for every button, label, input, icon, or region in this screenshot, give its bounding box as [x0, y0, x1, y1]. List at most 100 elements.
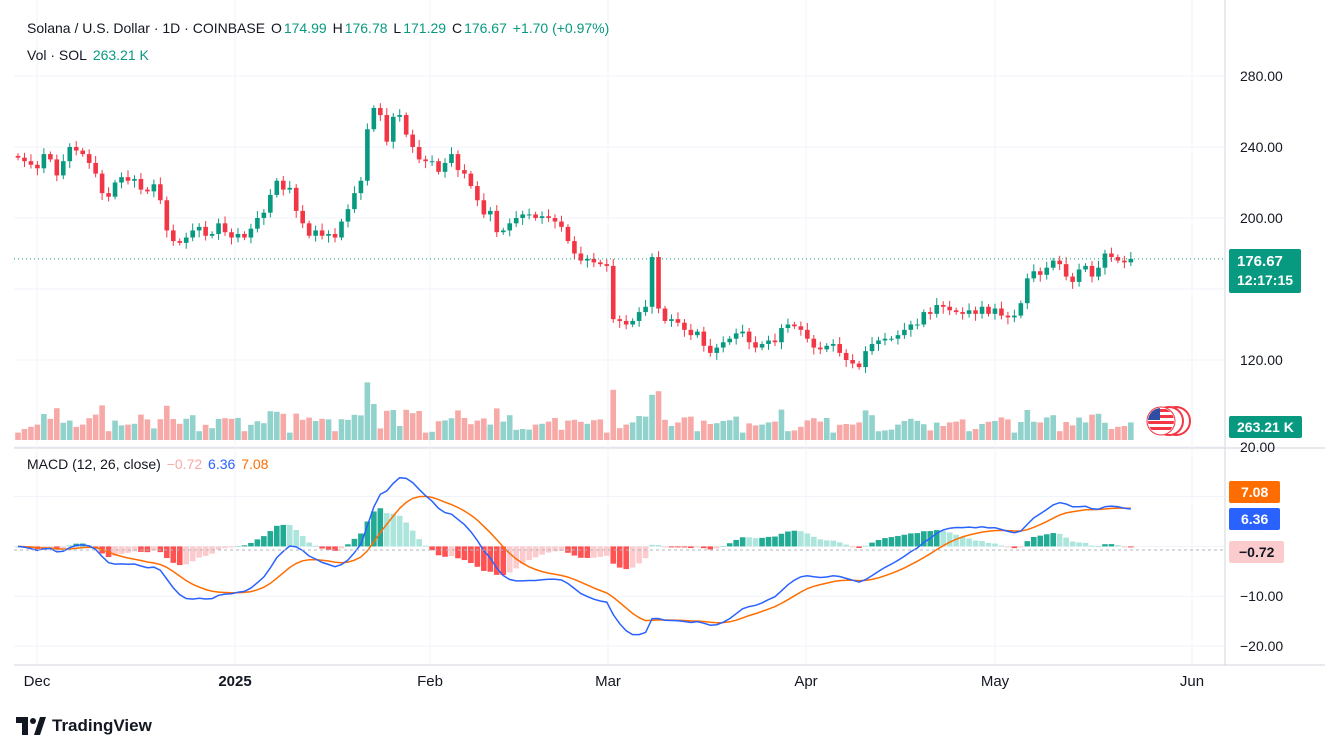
macd-histogram-bar: [1005, 546, 1011, 548]
macd-histogram-bar: [713, 546, 720, 549]
candle-body: [300, 210, 305, 224]
close-value: 176.67: [464, 20, 507, 36]
candle-body: [669, 319, 674, 321]
macd-histogram-bar: [144, 546, 151, 553]
volume-bar: [959, 419, 966, 440]
volume-bar: [34, 424, 41, 440]
volume-bar: [319, 418, 325, 440]
candle-body: [183, 237, 189, 243]
macd-histogram-bar: [972, 540, 979, 547]
candle-body: [662, 308, 668, 321]
macd-histogram-bar: [1115, 545, 1121, 547]
candle-body: [1057, 260, 1062, 265]
volume-bar: [396, 426, 403, 440]
volume-bar: [228, 418, 235, 440]
volume-bar: [151, 428, 157, 440]
volume-bar: [720, 421, 727, 440]
tradingview-logo[interactable]: TradingView: [16, 716, 152, 736]
candle-body: [164, 200, 170, 231]
candle-body: [766, 340, 771, 345]
volume-bar: [170, 419, 177, 440]
volume-bar: [286, 432, 293, 440]
macd-histogram-bar: [1102, 544, 1108, 547]
candle-body: [170, 230, 176, 242]
volume-bar: [798, 426, 804, 440]
volume-bar: [500, 421, 507, 440]
volume-bar: [1095, 413, 1102, 440]
volume-bar: [1115, 426, 1121, 440]
candle-body: [572, 241, 577, 254]
macd-histogram-bar: [1108, 544, 1115, 547]
macd-histogram-bar: [131, 546, 138, 552]
candle-body: [656, 257, 661, 309]
candle-body: [306, 223, 312, 236]
candle-body: [604, 264, 610, 266]
volume-bar: [144, 419, 151, 440]
us-flag-icon[interactable]: [1146, 404, 1191, 438]
macd-histogram-bar: [222, 546, 228, 549]
candle-body: [93, 162, 98, 174]
volume-bar: [565, 420, 571, 440]
volume-bar: [429, 431, 435, 440]
volume-bar: [358, 415, 364, 440]
candle-body: [539, 216, 545, 218]
macd-histogram-bar: [1056, 533, 1063, 547]
macd-histogram-bar: [66, 545, 73, 547]
macd-histogram-bar: [914, 533, 921, 547]
volume-bar: [1056, 431, 1063, 440]
symbol-header: Solana / U.S. Dollar · 1D · COINBASE O 17…: [27, 20, 611, 36]
volume-bar: [526, 429, 532, 440]
volume-bar: [1121, 426, 1128, 440]
macd-histogram-bar: [895, 536, 901, 547]
macd-tick-label: 20.00: [1240, 439, 1275, 455]
volume-bar: [138, 414, 144, 440]
volume-bar: [629, 422, 636, 440]
macd-histogram-bar: [610, 546, 617, 564]
macd-histogram-bar: [616, 546, 623, 568]
volume-bar: [1069, 425, 1076, 440]
volume-bar: [616, 428, 623, 440]
price-tag: 176.67 12:17:15: [1229, 249, 1302, 293]
candle-body: [552, 218, 558, 222]
candle-body: [682, 322, 687, 330]
volume-bar: [47, 418, 54, 440]
volume-bar: [41, 414, 47, 440]
macd-histogram-bar: [157, 546, 164, 553]
candle-body: [488, 210, 493, 215]
candle-body: [850, 360, 855, 364]
date-label: Feb: [417, 673, 443, 690]
macd-histogram-bar: [1024, 541, 1031, 547]
macd-histogram-bar: [112, 546, 118, 557]
volume-bar: [157, 419, 164, 440]
macd-histogram-bar: [629, 546, 636, 568]
candle-body: [54, 159, 60, 176]
macd-lines: [14, 476, 1225, 636]
volume-bar: [1005, 419, 1011, 440]
candle-body: [591, 258, 597, 263]
candle-body: [1050, 260, 1056, 268]
volume-bar: [875, 431, 882, 440]
candle-body: [1102, 253, 1108, 268]
candle-body: [740, 331, 745, 334]
macd-histogram-bar: [325, 546, 332, 550]
macd-histogram-bar: [959, 537, 966, 547]
candle-body: [423, 159, 428, 162]
volume-bar: [54, 408, 60, 440]
candle-body: [352, 193, 357, 210]
candle-body: [442, 162, 448, 172]
candle-body: [203, 226, 208, 236]
price-tick-label: 120.00: [1240, 352, 1283, 368]
candle-body: [106, 193, 111, 197]
candle-body: [824, 345, 830, 350]
macd-histogram-bar: [765, 536, 772, 547]
volume-bar: [662, 419, 668, 440]
volume-bar: [66, 420, 73, 440]
macd-histogram-bar: [597, 546, 604, 557]
macd-histogram-bar: [293, 529, 300, 547]
candle-body: [138, 178, 144, 190]
candle-body: [229, 232, 234, 238]
volume-bar: [196, 431, 202, 440]
macd-histogram-bar: [882, 538, 888, 547]
macd-histogram-bar: [688, 546, 694, 549]
